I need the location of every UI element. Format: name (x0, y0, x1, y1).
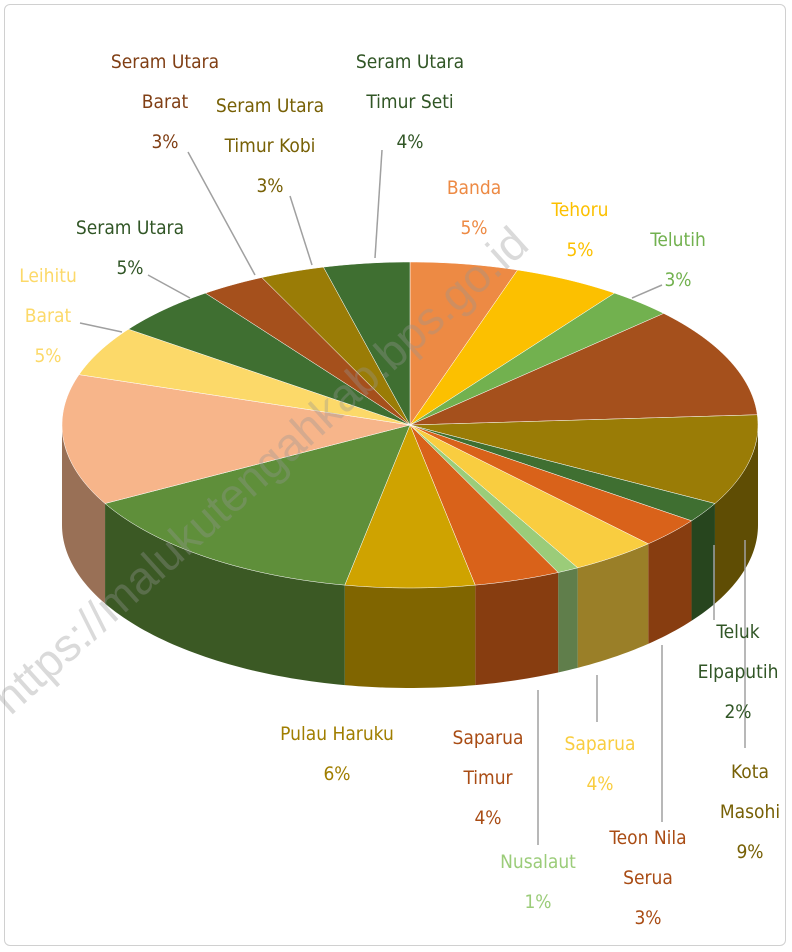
slice-label: Telutih 3% (628, 220, 728, 300)
slice-label: Seram Utara Timur Kobi 3% (195, 86, 345, 206)
category-name: Leihitu Barat (19, 265, 77, 327)
slice-side (648, 520, 692, 644)
slice (409, 424, 649, 569)
slice-label: Seram Utara Timur Seti 4% (335, 42, 485, 162)
slice (261, 266, 411, 426)
slice-label: Teluk Elpaputih 2% (688, 612, 788, 732)
category-name: Nusalaut (500, 851, 576, 873)
slice (78, 328, 411, 426)
value-label: 4% (474, 807, 502, 829)
leader-line (374, 149, 383, 259)
slice (409, 424, 716, 522)
slice (104, 424, 411, 586)
slice-side (558, 567, 578, 673)
slice (409, 313, 758, 426)
slice-label: Tehoru 5% (530, 190, 630, 270)
leader-line (289, 195, 313, 266)
category-name: Teluk Elpaputih (697, 621, 779, 683)
category-name: Banda (446, 177, 502, 199)
slice (409, 261, 518, 426)
slice (409, 424, 559, 586)
slice-label: Teon Nila Serua 3% (593, 818, 703, 938)
value-label: 3% (151, 131, 179, 153)
value-label: 3% (634, 907, 662, 929)
leader-line (187, 151, 256, 276)
slice (127, 292, 411, 426)
category-name: Pulau Haruku (280, 723, 394, 745)
value-label: 9% (736, 841, 764, 863)
category-name: Saparua Timur (452, 727, 524, 789)
value-label: 1% (524, 891, 552, 913)
category-name: Tehoru (551, 199, 609, 221)
slice-label: Kota Masohi 9% (715, 752, 785, 872)
pie-tops (61, 261, 759, 589)
value-label: 4% (396, 131, 424, 153)
frame (4, 4, 786, 946)
slice-label: Saparua 4% (550, 724, 650, 804)
slice (409, 269, 616, 426)
slice-side (714, 425, 758, 604)
category-name: Telutih (650, 229, 706, 251)
value-label: 5% (116, 257, 144, 279)
value-label: 5% (34, 345, 62, 367)
category-name: Seram Utara Barat (110, 51, 220, 113)
slice-label: Seram Utara Barat 3% (100, 42, 230, 162)
slice (409, 292, 665, 426)
category-name: Saparua (564, 733, 636, 755)
slice-label: Saparua Timur 4% (443, 718, 533, 838)
value-label: 5% (460, 217, 488, 239)
slice-label: Leihitu Barat 5% (8, 256, 88, 376)
slice-label: Banda 5% (424, 168, 524, 248)
category-name: Kota Masohi (719, 761, 781, 823)
pie-sides (62, 425, 758, 688)
slice-side (577, 543, 649, 668)
slice-side (344, 585, 476, 688)
leader-line (631, 284, 663, 299)
slice-label: Nusalaut 1% (483, 842, 593, 922)
category-name: Teon Nila Serua (609, 827, 687, 889)
slice-label: Pulau Haruku 6% (257, 714, 417, 794)
slice (323, 261, 411, 426)
slice (344, 424, 476, 589)
slice-label: Seram Utara 5% (60, 208, 200, 288)
leader-line (147, 274, 191, 299)
category-name: Seram Utara Timur Kobi (215, 95, 325, 157)
category-name: Seram Utara Timur Seti (355, 51, 465, 113)
slice (204, 277, 411, 426)
slice (61, 374, 411, 504)
value-label: 5% (566, 239, 594, 261)
slice-side (691, 503, 715, 621)
slice-side (62, 425, 106, 604)
value-label: 4% (586, 773, 614, 795)
slice (409, 424, 693, 545)
slice-side (475, 572, 559, 686)
value-label: 2% (724, 701, 752, 723)
slice-side (105, 503, 345, 686)
leader-line (79, 322, 123, 333)
value-label: 6% (323, 763, 351, 785)
value-label: 3% (256, 175, 284, 197)
value-label: 3% (664, 269, 692, 291)
category-name: Seram Utara (75, 217, 185, 239)
slice (409, 414, 759, 504)
